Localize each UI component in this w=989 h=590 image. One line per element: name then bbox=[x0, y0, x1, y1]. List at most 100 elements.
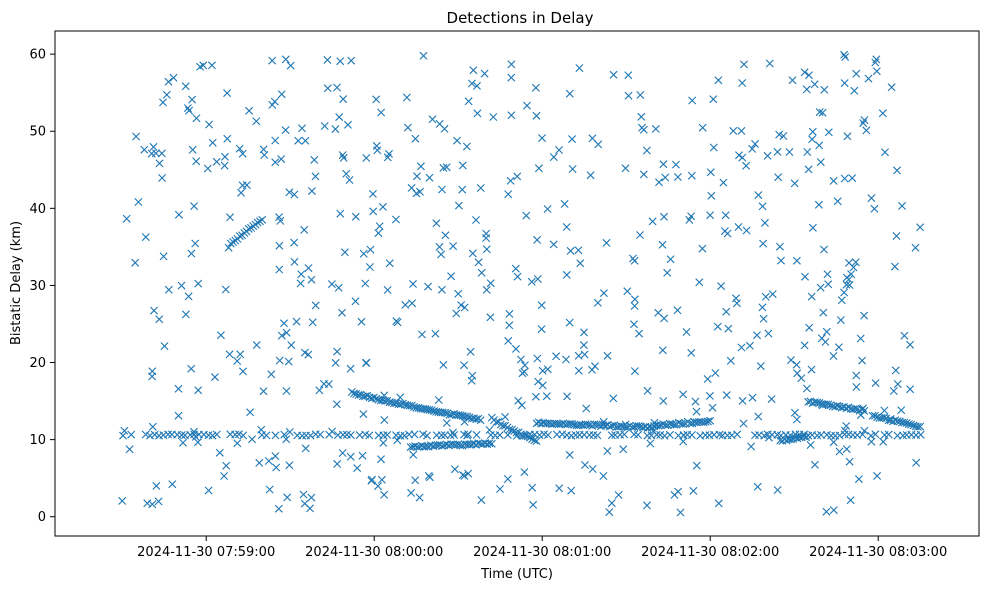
data-point bbox=[411, 134, 420, 143]
data-point bbox=[708, 403, 717, 412]
data-point bbox=[255, 458, 264, 467]
data-point bbox=[149, 142, 158, 151]
data-point bbox=[208, 138, 217, 147]
data-point bbox=[543, 365, 552, 374]
data-point bbox=[331, 125, 340, 134]
data-point bbox=[496, 485, 504, 493]
data-point bbox=[285, 461, 294, 470]
data-point bbox=[308, 318, 317, 327]
data-point bbox=[740, 60, 748, 69]
data-point bbox=[482, 229, 491, 238]
y-tick-label: 40 bbox=[29, 202, 46, 217]
data-point bbox=[435, 242, 444, 251]
data-point bbox=[231, 430, 240, 439]
data-point bbox=[605, 508, 614, 517]
y-tick-label: 60 bbox=[29, 48, 46, 63]
data-point bbox=[650, 418, 659, 427]
y-tick-label: 30 bbox=[29, 279, 46, 294]
data-point bbox=[630, 295, 639, 304]
data-point bbox=[893, 417, 902, 426]
data-point bbox=[775, 130, 784, 139]
data-point bbox=[870, 204, 879, 213]
data-point bbox=[489, 113, 498, 121]
data-point bbox=[735, 151, 743, 160]
data-point bbox=[537, 325, 546, 334]
data-point bbox=[779, 132, 788, 140]
data-point bbox=[911, 243, 920, 252]
data-point bbox=[881, 148, 889, 157]
data-point bbox=[347, 388, 356, 396]
data-point bbox=[663, 268, 672, 277]
data-point bbox=[456, 411, 465, 420]
data-point bbox=[630, 367, 639, 376]
data-point bbox=[840, 426, 849, 435]
data-point bbox=[738, 153, 747, 162]
data-point bbox=[734, 223, 743, 231]
data-point bbox=[184, 292, 193, 301]
data-point bbox=[271, 136, 280, 145]
data-point bbox=[339, 95, 348, 104]
data-point bbox=[357, 317, 366, 326]
data-point bbox=[512, 428, 521, 437]
data-point bbox=[336, 209, 345, 218]
data-point bbox=[335, 113, 344, 122]
data-point bbox=[624, 91, 633, 100]
data-point bbox=[499, 421, 507, 430]
data-point bbox=[460, 303, 469, 312]
data-point bbox=[472, 430, 481, 439]
data-point bbox=[729, 126, 738, 135]
data-point bbox=[862, 126, 871, 135]
data-point bbox=[623, 287, 632, 296]
data-point bbox=[216, 331, 225, 340]
data-point bbox=[280, 319, 288, 328]
data-point bbox=[244, 224, 253, 233]
data-point bbox=[346, 431, 355, 440]
data-point bbox=[359, 410, 368, 419]
data-point bbox=[469, 66, 478, 75]
data-point bbox=[531, 392, 540, 401]
data-point bbox=[599, 289, 608, 298]
data-point bbox=[392, 317, 401, 326]
data-point bbox=[790, 408, 799, 417]
data-point bbox=[119, 431, 127, 440]
data-point bbox=[164, 430, 173, 439]
data-point bbox=[676, 508, 685, 517]
data-point bbox=[574, 351, 583, 360]
data-point bbox=[253, 218, 262, 227]
data-point bbox=[437, 285, 446, 294]
data-point bbox=[385, 259, 394, 268]
data-point bbox=[192, 157, 201, 166]
data-point bbox=[454, 289, 463, 298]
data-point bbox=[870, 411, 879, 420]
data-point bbox=[815, 141, 824, 150]
data-point bbox=[285, 188, 294, 197]
data-point bbox=[900, 418, 909, 427]
data-point bbox=[753, 482, 762, 491]
data-point bbox=[460, 361, 469, 370]
data-point bbox=[516, 355, 525, 364]
data-point bbox=[568, 135, 577, 144]
data-point bbox=[271, 158, 280, 167]
data-point bbox=[608, 421, 616, 430]
data-point bbox=[793, 369, 802, 378]
data-point bbox=[486, 279, 495, 288]
data-point bbox=[378, 202, 387, 211]
data-point bbox=[507, 111, 516, 120]
data-point bbox=[847, 270, 856, 279]
data-point bbox=[648, 217, 657, 226]
data-point bbox=[761, 292, 770, 301]
data-point bbox=[859, 404, 868, 413]
data-point bbox=[464, 430, 473, 439]
data-point bbox=[816, 158, 825, 167]
data-point bbox=[383, 286, 392, 294]
data-point bbox=[751, 139, 760, 148]
data-point bbox=[576, 259, 585, 268]
data-point bbox=[453, 136, 461, 145]
data-point bbox=[320, 122, 329, 130]
data-point bbox=[466, 347, 475, 356]
data-point bbox=[800, 341, 809, 350]
data-point bbox=[660, 314, 669, 323]
data-point bbox=[840, 288, 849, 297]
data-point bbox=[456, 441, 465, 450]
data-point bbox=[517, 401, 526, 410]
